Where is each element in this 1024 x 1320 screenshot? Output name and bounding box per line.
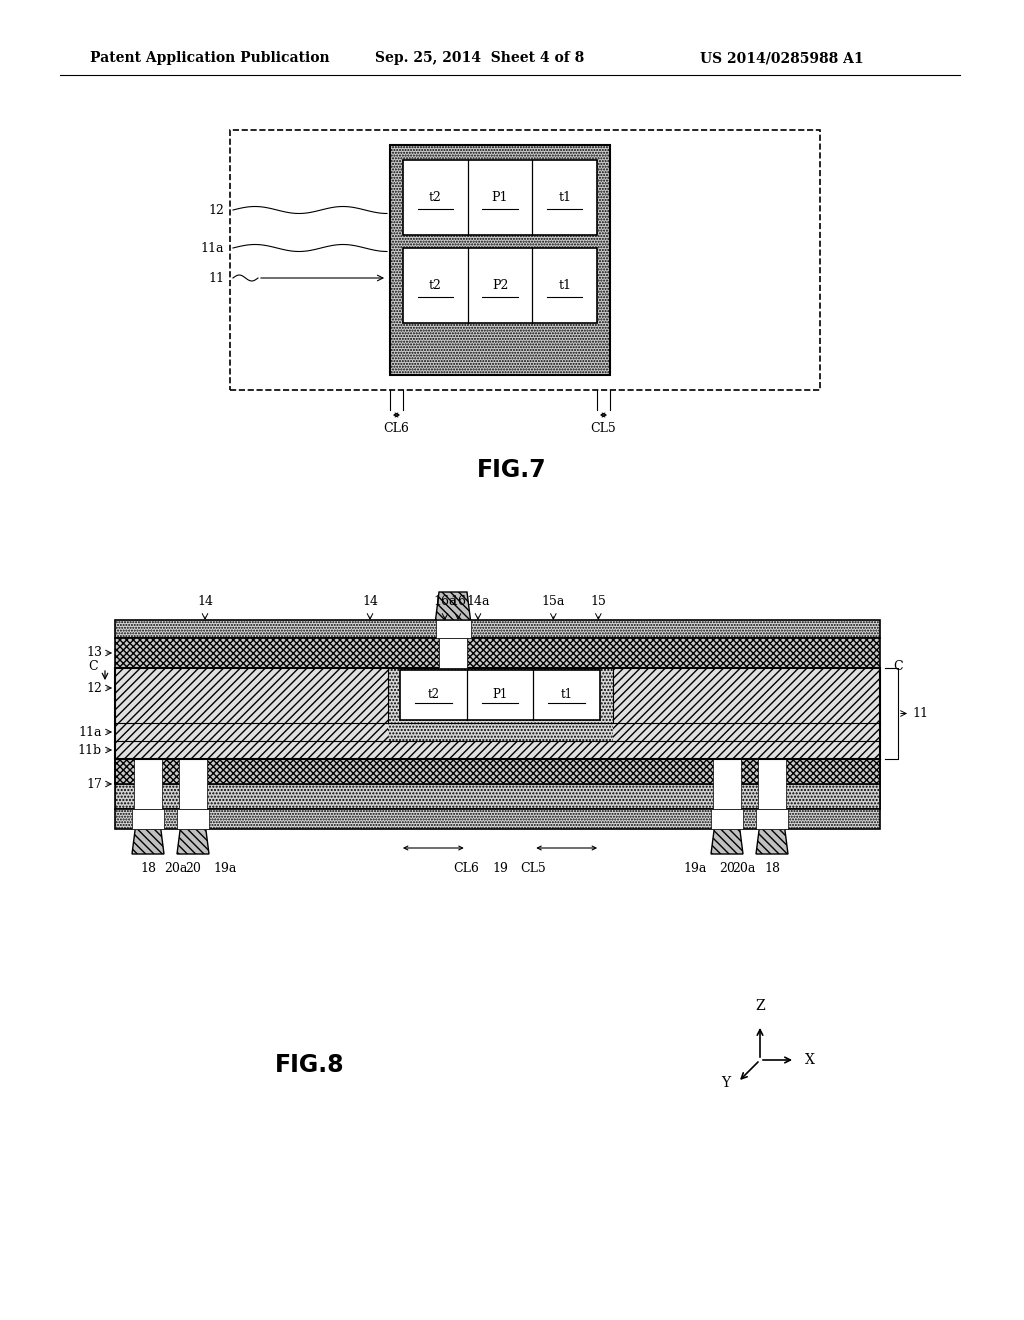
Bar	[400, 671, 600, 719]
Text: 17: 17	[86, 777, 102, 791]
Text: Z: Z	[755, 999, 765, 1012]
Text: 16: 16	[450, 595, 466, 609]
Text: 20a: 20a	[164, 862, 187, 875]
Text: 19a: 19a	[213, 862, 237, 875]
Polygon shape	[177, 829, 209, 854]
Bar	[115, 638, 880, 668]
Text: t2: t2	[429, 279, 441, 292]
Bar	[230, 129, 820, 389]
Text: 16a: 16a	[433, 595, 457, 609]
Text: Y: Y	[721, 1076, 730, 1090]
Bar	[178, 759, 208, 809]
Bar	[756, 809, 788, 829]
Text: US 2014/0285988 A1: US 2014/0285988 A1	[700, 51, 863, 65]
Text: 20: 20	[185, 862, 201, 875]
Text: 11b: 11b	[78, 743, 102, 756]
Text: 11a: 11a	[79, 726, 102, 738]
Bar	[435, 620, 470, 638]
Bar	[115, 668, 880, 759]
Bar	[758, 759, 786, 809]
Bar	[132, 809, 164, 829]
Text: 18: 18	[140, 862, 156, 875]
Text: Patent Application Publication: Patent Application Publication	[90, 51, 330, 65]
Bar	[711, 809, 743, 829]
Text: 12: 12	[86, 681, 102, 694]
Polygon shape	[756, 829, 788, 854]
Text: 14a: 14a	[466, 595, 489, 609]
Text: t2: t2	[429, 191, 441, 205]
Text: t1: t1	[558, 279, 571, 292]
Text: P1: P1	[492, 191, 508, 205]
Text: P2: P2	[492, 279, 508, 292]
Bar	[390, 145, 610, 375]
Bar	[403, 248, 597, 323]
Bar	[177, 809, 209, 829]
Text: CL6: CL6	[384, 422, 410, 436]
Polygon shape	[132, 829, 164, 854]
Text: C: C	[88, 660, 98, 672]
Text: CL5: CL5	[591, 422, 616, 436]
Text: 14: 14	[362, 595, 378, 609]
Text: 14: 14	[197, 595, 213, 609]
Text: t1: t1	[558, 191, 571, 205]
Text: t1: t1	[561, 689, 572, 701]
Bar	[115, 784, 880, 809]
Bar	[388, 668, 613, 723]
Bar	[133, 759, 163, 809]
Bar	[439, 638, 467, 668]
Text: 12: 12	[208, 203, 224, 216]
Text: 18: 18	[764, 862, 780, 875]
Bar	[115, 809, 880, 829]
Text: 20: 20	[719, 862, 735, 875]
Text: 15a: 15a	[542, 595, 565, 609]
Bar	[115, 620, 880, 638]
Text: 19a: 19a	[683, 862, 707, 875]
Text: C: C	[893, 660, 903, 672]
Text: 20a: 20a	[732, 862, 756, 875]
Text: FIG.8: FIG.8	[275, 1053, 345, 1077]
Bar	[403, 160, 597, 235]
Polygon shape	[435, 591, 470, 620]
Bar	[115, 759, 880, 784]
Text: Sep. 25, 2014  Sheet 4 of 8: Sep. 25, 2014 Sheet 4 of 8	[375, 51, 585, 65]
Text: FIG.7: FIG.7	[477, 458, 547, 482]
Text: 13: 13	[86, 647, 102, 660]
Text: CL6: CL6	[454, 862, 479, 875]
Text: P1: P1	[493, 689, 508, 701]
Text: 11: 11	[208, 272, 224, 285]
Text: 11a: 11a	[201, 242, 224, 255]
Text: CL5: CL5	[520, 862, 546, 875]
Bar	[115, 759, 880, 809]
Text: t2: t2	[427, 689, 439, 701]
Bar	[388, 723, 613, 741]
Text: X: X	[805, 1053, 815, 1067]
Text: 11: 11	[912, 708, 928, 719]
Text: 19: 19	[493, 862, 508, 875]
Bar	[713, 759, 741, 809]
Text: 15: 15	[591, 595, 606, 609]
Polygon shape	[711, 829, 743, 854]
